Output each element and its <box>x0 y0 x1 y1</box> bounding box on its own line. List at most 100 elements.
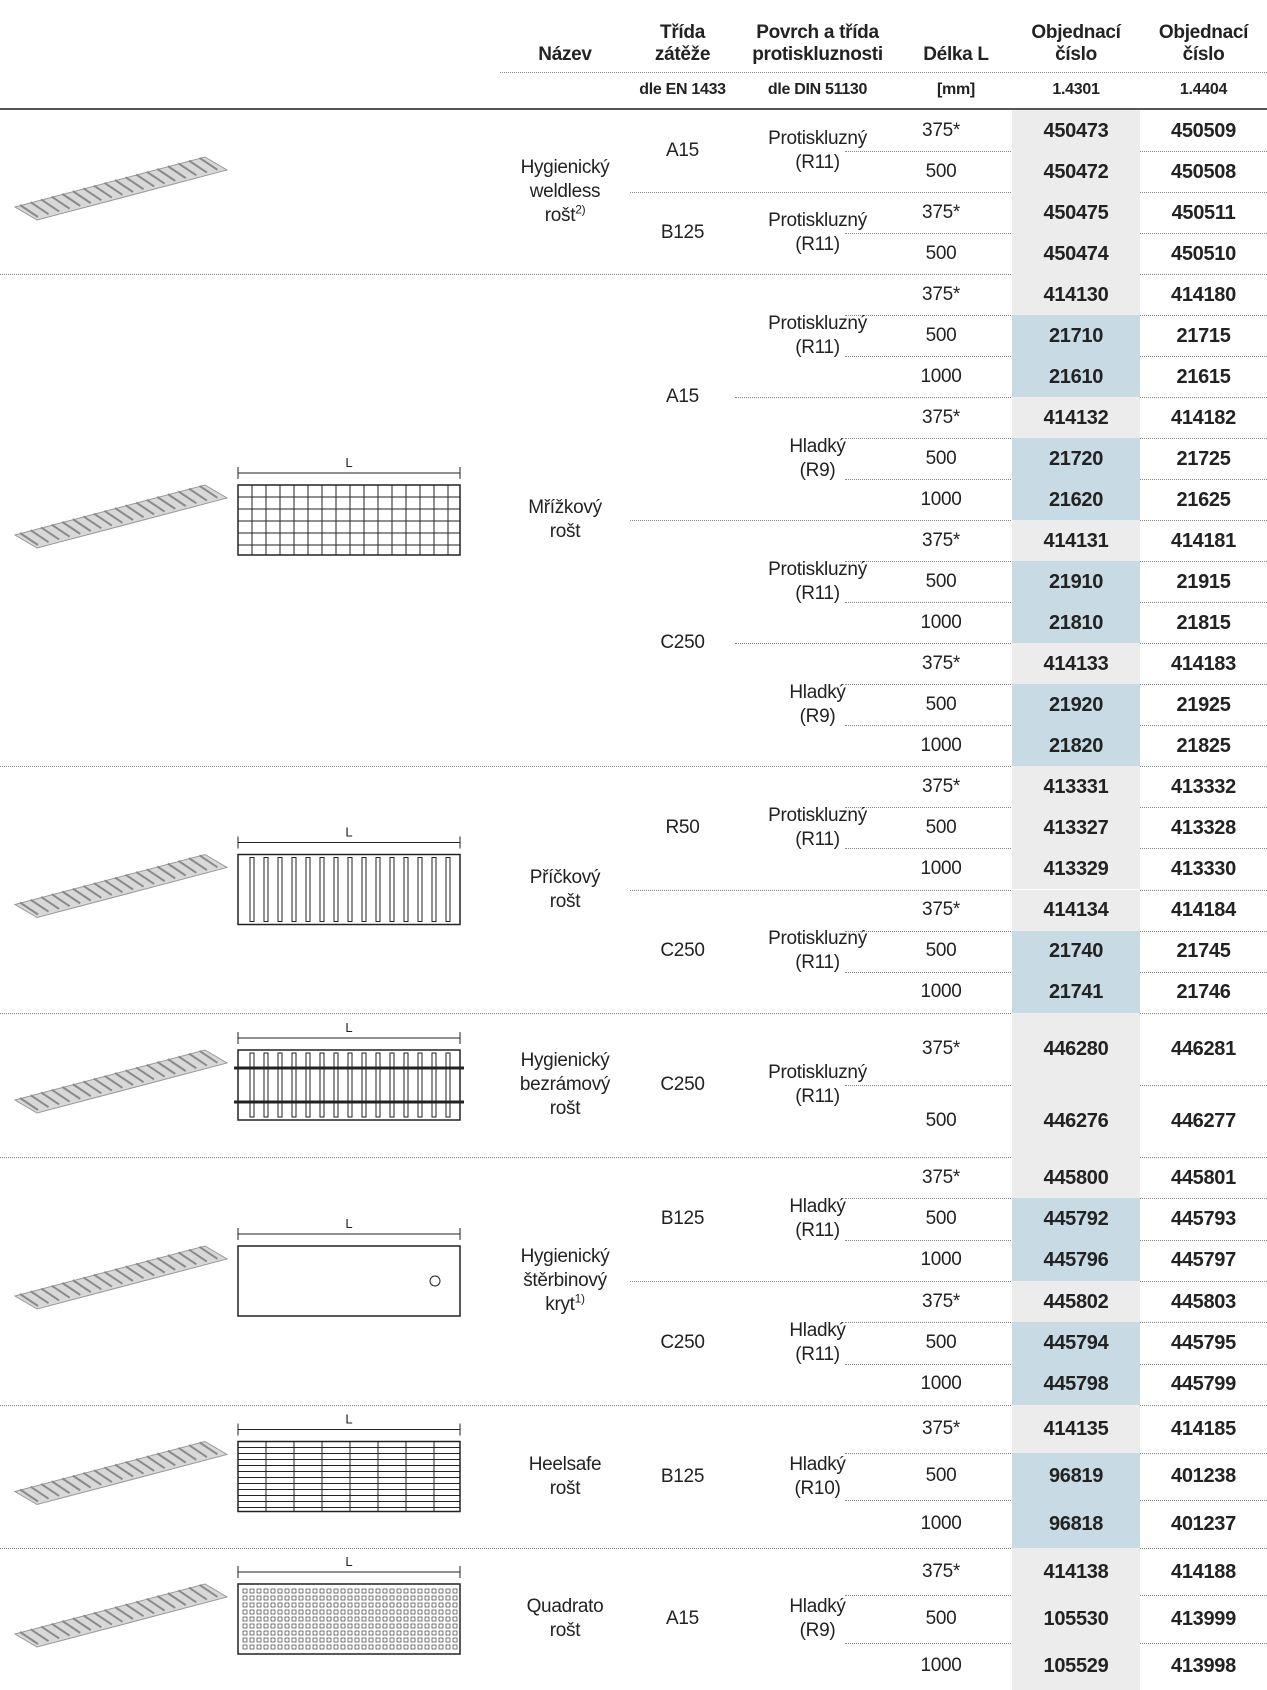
photo-bar <box>19 204 39 218</box>
drawing-hole <box>431 1630 437 1636</box>
drawing-hole <box>389 1616 395 1622</box>
drawing-hole <box>438 1644 444 1650</box>
order-number-14301: 414131 <box>1012 520 1140 561</box>
order-number-14404: 413998 <box>1171 1655 1236 1678</box>
drawing-hole <box>438 1595 444 1601</box>
length: 1000 <box>920 1249 962 1271</box>
drawing-hole <box>431 1644 437 1650</box>
name-line: bezrámový <box>519 1074 611 1095</box>
surface: Hladký (R11) <box>735 1157 900 1281</box>
drawing-bar <box>431 1052 437 1118</box>
length: 375* <box>922 529 960 551</box>
drawing-hole <box>319 1609 325 1615</box>
drawing-hole <box>242 1595 248 1601</box>
drawing-hole <box>368 1644 374 1650</box>
drawing-bar <box>305 1052 311 1118</box>
surface-line: Hladký <box>789 1596 846 1617</box>
order-number-14301: 413329 <box>1012 848 1140 890</box>
order-number-14301: 21810 <box>1012 602 1140 643</box>
load-class: A15 <box>666 386 699 407</box>
drawing-hole <box>431 1595 437 1601</box>
product-name: Quadrato rošt <box>500 1548 630 1690</box>
drawing-hole <box>382 1644 388 1650</box>
order-number-14404: 450511 <box>1171 201 1236 224</box>
drawing-hole <box>263 1588 269 1594</box>
drawing-hole <box>410 1630 416 1636</box>
name-line: Hygienický <box>520 157 610 178</box>
drawing-hole <box>361 1588 367 1594</box>
photo-bar <box>103 1466 123 1481</box>
drawing-hole <box>347 1588 353 1594</box>
drawing-hole <box>389 1588 395 1594</box>
photo-bar <box>40 526 60 541</box>
drawing-hole <box>298 1630 304 1636</box>
drawing-hole <box>368 1588 374 1594</box>
photo-bar <box>125 504 145 519</box>
length: 500 <box>925 570 957 592</box>
order-number-14301: 445794 <box>1012 1322 1140 1364</box>
drawing-hole <box>326 1630 332 1636</box>
drawing-hole <box>438 1602 444 1608</box>
length: 375* <box>922 1166 960 1188</box>
order-number-14301: 450474 <box>1012 233 1140 274</box>
surface-line: Protiskluzný <box>768 558 867 580</box>
header-line: číslo <box>1182 44 1225 65</box>
surface: Hladký (R9) <box>735 1548 900 1690</box>
drawing-hole <box>312 1595 318 1601</box>
product-photo <box>13 1440 229 1506</box>
drawing-hole <box>277 1644 283 1650</box>
drawing-hole <box>403 1637 409 1643</box>
photo-bar <box>114 1072 134 1086</box>
length: 375* <box>922 406 960 428</box>
drawing-hole <box>284 1616 290 1622</box>
product-name: Heelsafe rošt <box>500 1405 630 1548</box>
photo-bar <box>19 901 39 916</box>
drawing-hole <box>410 1609 416 1615</box>
group-divider <box>0 766 1267 767</box>
drawing-hole <box>361 1637 367 1643</box>
length: 500 <box>925 242 957 264</box>
drawing-hole <box>389 1630 395 1636</box>
drawing-hole <box>298 1637 304 1643</box>
drawing-hole <box>389 1609 395 1615</box>
product-name: Hygienický bezrámový rošt <box>500 1013 630 1157</box>
surface-line: (R11) <box>795 234 840 255</box>
load-class: A15 <box>666 1608 699 1629</box>
length: 375* <box>922 283 960 305</box>
drawing-hole <box>368 1602 374 1608</box>
drawing-hole <box>452 1644 458 1650</box>
order-number-14301: 21710 <box>1012 315 1140 356</box>
drawing-hole <box>396 1637 402 1643</box>
photo-bar <box>177 162 197 177</box>
product-name: Hygienický weldless rošt2) <box>500 110 630 274</box>
drawing-hole <box>333 1588 339 1594</box>
drawing-hole <box>382 1609 388 1615</box>
name-line: štěrbinový <box>523 1270 607 1291</box>
drawing-hole <box>445 1616 451 1622</box>
surface: Protiskluzný (R11) <box>735 192 900 274</box>
photo-bar <box>125 1460 145 1475</box>
drawing-hole <box>431 1616 437 1622</box>
drawing-hole <box>277 1623 283 1629</box>
technical-drawing <box>237 484 461 556</box>
surface-line: (R9) <box>799 1620 836 1641</box>
drawing-hole <box>305 1588 311 1594</box>
drawing-hole <box>424 1630 430 1636</box>
order-number-14301: 21740 <box>1012 930 1140 972</box>
class-divider <box>630 192 1267 193</box>
photo-bar <box>30 1628 50 1643</box>
drawing-hole <box>312 1623 318 1629</box>
column-header: Délka L <box>900 0 1012 66</box>
order-number-14404: 445803 <box>1171 1290 1236 1313</box>
load-class: C250 <box>660 1074 705 1095</box>
drawing-bar <box>403 857 409 922</box>
drawing-hole <box>312 1616 318 1622</box>
photo-bar <box>125 1265 145 1280</box>
drawing-hole <box>438 1637 444 1643</box>
drawing-hole <box>354 1644 360 1650</box>
order-number-14301: 445802 <box>1012 1281 1140 1323</box>
drawing-hole <box>417 1616 423 1622</box>
drawing-hole <box>368 1637 374 1643</box>
drawing-hole <box>354 1623 360 1629</box>
photo-bar <box>61 193 81 207</box>
